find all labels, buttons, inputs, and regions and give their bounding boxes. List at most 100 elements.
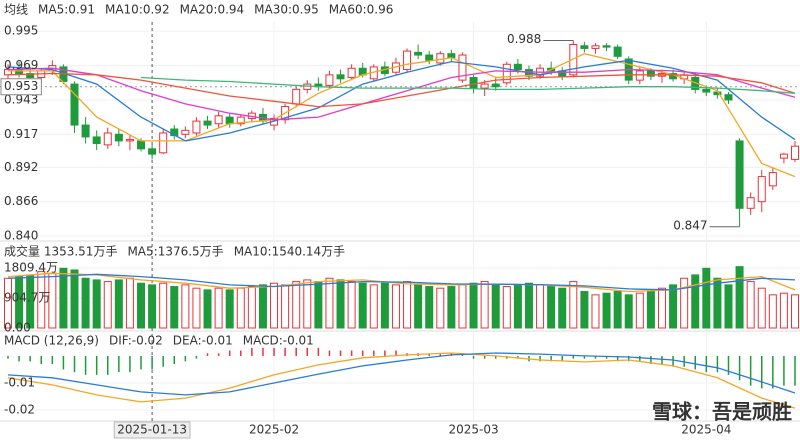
candle-body	[81, 124, 90, 138]
volume-bar	[569, 281, 578, 329]
volume-bar	[436, 287, 445, 329]
candle-body	[403, 50, 412, 71]
legend-entry: MA10:1540.14万手	[234, 245, 346, 259]
volume-bar	[92, 279, 101, 329]
candle-body	[735, 140, 744, 209]
candle-body	[103, 132, 112, 146]
y-tick-label: 0.840	[4, 229, 38, 243]
y-tick-label: 0.892	[4, 160, 38, 174]
moving-average-line	[7, 72, 796, 108]
candle-body	[469, 76, 478, 89]
volume-bar	[469, 282, 478, 329]
crosshair-label-box	[113, 421, 191, 439]
legend-entry: 均线	[4, 3, 28, 17]
volume-bar	[292, 281, 301, 329]
legend-entry: MACD (12,26,9)	[4, 334, 99, 348]
candle-body	[137, 140, 146, 150]
volume-bar	[347, 281, 356, 329]
y-tick-label: 0.917	[4, 127, 38, 141]
volume-bar	[37, 271, 46, 329]
volume-bar	[125, 277, 134, 329]
candle-body	[414, 51, 423, 56]
volume-bar	[159, 282, 168, 329]
volume-bar	[657, 287, 666, 329]
volume-bar	[491, 284, 500, 329]
volume-bar	[192, 287, 201, 329]
moving-average-line	[7, 59, 796, 142]
volume-bar	[15, 276, 24, 329]
y-tick-label: 1809.4万	[4, 260, 58, 274]
legend-entry: MA30:0.95	[254, 3, 319, 17]
volume-bar	[591, 294, 600, 329]
volume-bar	[103, 281, 112, 329]
candle-body	[325, 74, 334, 86]
volume-bar	[314, 281, 323, 329]
legend-entry: 成交量 1353.51万手	[4, 244, 117, 259]
volume-bar	[524, 282, 533, 329]
volume-bar	[170, 286, 179, 329]
candle-body	[458, 54, 467, 81]
candle-body	[181, 129, 190, 135]
volume-bar	[458, 284, 467, 329]
candle-body	[480, 83, 489, 89]
volume-bar	[513, 284, 522, 329]
candle-body	[347, 67, 356, 78]
candle-body	[757, 176, 766, 203]
last-price-box	[0, 78, 42, 96]
y-tick-label: 0.943	[4, 92, 38, 106]
candle-body	[613, 46, 622, 57]
grid-layer	[0, 22, 800, 421]
candle-body	[513, 63, 522, 71]
candle-body	[203, 120, 212, 126]
volume-bar	[547, 286, 556, 329]
volume-bar	[624, 294, 633, 329]
moving-average-line	[7, 352, 796, 409]
volume-bar	[137, 282, 146, 329]
volume-bar	[669, 284, 678, 329]
y-tick-label: 0.866	[4, 194, 38, 208]
volume-bar	[536, 284, 545, 329]
last-price-label: 0.953	[4, 79, 38, 93]
volume-bar	[114, 279, 123, 329]
volume-bar	[270, 282, 279, 329]
x-tick-label: 2025-03	[448, 423, 498, 437]
volume-bar	[325, 277, 334, 329]
volume-bar	[247, 286, 256, 329]
volume-bar	[757, 287, 766, 329]
volume-bar	[480, 281, 489, 329]
legend-entry: MA5:1376.5万手	[127, 245, 223, 259]
candle-body	[125, 139, 134, 142]
volume-bar	[635, 292, 644, 329]
volume-bar	[380, 282, 389, 329]
volume-bar	[214, 287, 223, 329]
volume-bar	[691, 274, 700, 329]
volume-bar	[779, 292, 788, 329]
annotation-label: 0.847	[673, 218, 707, 232]
candle-body	[114, 133, 123, 142]
candle-body	[214, 115, 223, 125]
candle-body	[502, 63, 511, 84]
volume-bar	[724, 284, 733, 329]
moving-average-line	[7, 273, 796, 291]
candle-body	[148, 148, 157, 155]
volume-bar	[768, 294, 777, 329]
volume-bar	[236, 287, 245, 329]
candle-body	[791, 145, 799, 160]
candle-body	[192, 120, 201, 134]
candle-body	[159, 132, 168, 154]
crosshair-label: 2025-01-13	[117, 423, 187, 437]
candle-body	[336, 74, 345, 80]
volume-bar	[336, 279, 345, 329]
volume-bar	[502, 286, 511, 329]
volume-bar	[281, 284, 290, 329]
candle-body	[236, 116, 245, 125]
candle-body	[70, 83, 79, 126]
volume-bar	[447, 286, 456, 329]
candle-body	[768, 172, 777, 187]
candle-body	[746, 197, 755, 209]
mark-layer	[4, 40, 799, 409]
candle-body	[591, 45, 600, 49]
volume-bar	[425, 286, 434, 329]
candle-body	[635, 70, 644, 81]
